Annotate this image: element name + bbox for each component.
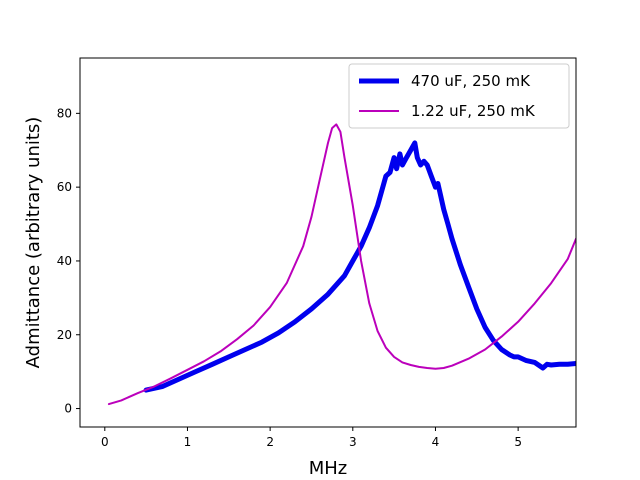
y-tick-label: 20 xyxy=(57,328,72,342)
legend: 470 uF, 250 mK 1.22 uF, 250 mK xyxy=(348,63,570,129)
plot-frame xyxy=(79,57,577,428)
series-line-1 xyxy=(107,123,576,406)
legend-box xyxy=(348,63,570,129)
y-tick-label: 80 xyxy=(57,106,72,120)
series-line-0 xyxy=(143,140,576,393)
x-axis-title: MHz xyxy=(309,458,348,479)
y-tick-label: 60 xyxy=(57,180,72,194)
x-tick-label: 1 xyxy=(184,435,192,449)
y-tick-label: 0 xyxy=(64,402,72,416)
y-tick-label: 40 xyxy=(57,254,72,268)
x-tick-label: 2 xyxy=(266,435,274,449)
x-tick-label: 5 xyxy=(514,435,522,449)
legend-label-series-1: 1.22 uF, 250 mK xyxy=(411,102,536,120)
axis-layer: 0 1 2 3 4 5 0 20 40 60 80 xyxy=(57,106,522,449)
x-tick-label: 3 xyxy=(349,435,357,449)
x-tick-label: 0 xyxy=(101,435,109,449)
series-layer xyxy=(107,123,576,406)
y-axis-title: Admittance (arbitrary units) xyxy=(23,117,44,369)
x-tick-label: 4 xyxy=(432,435,440,449)
legend-label-series-0: 470 uF, 250 mK xyxy=(411,72,531,90)
